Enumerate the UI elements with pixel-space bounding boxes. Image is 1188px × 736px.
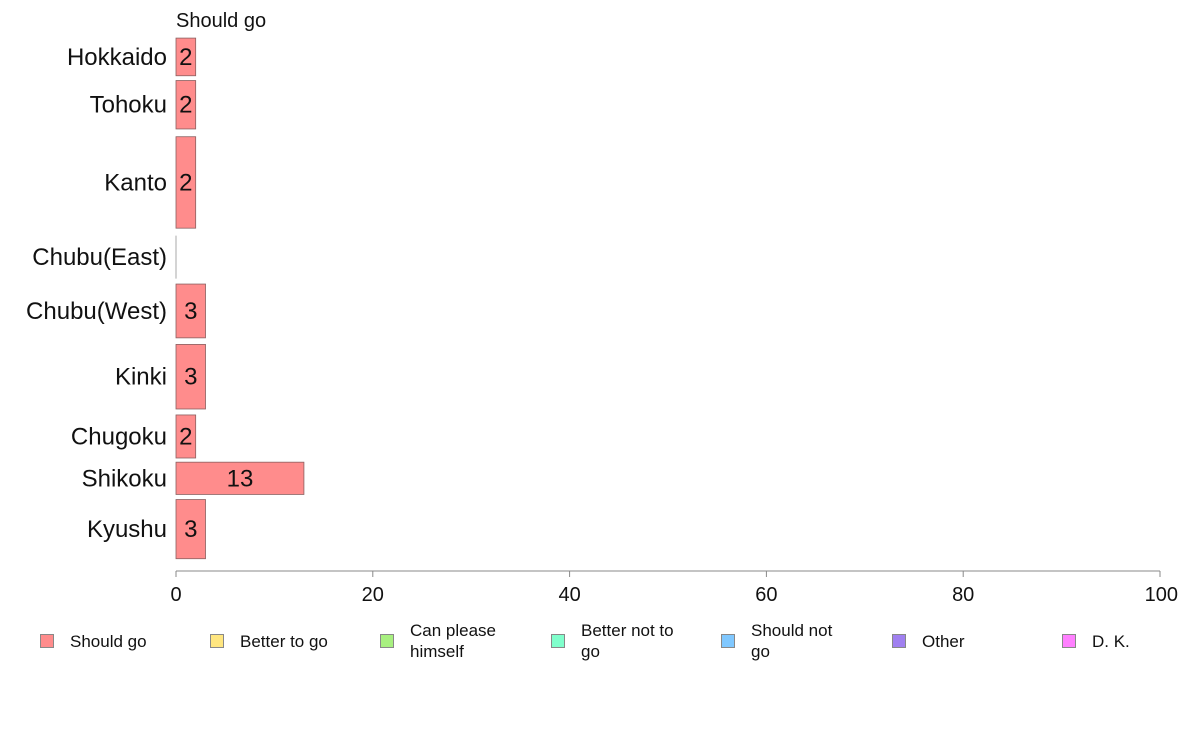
value-label: 3 bbox=[184, 298, 197, 325]
legend-swatch bbox=[40, 634, 54, 648]
x-tick-label: 40 bbox=[558, 584, 580, 606]
legend-label: Should go bbox=[70, 631, 147, 651]
legend-swatch bbox=[721, 634, 735, 648]
legend-item: Other bbox=[892, 618, 1022, 664]
legend-swatch bbox=[1062, 634, 1076, 648]
bar bbox=[175, 80, 197, 130]
bar bbox=[175, 37, 197, 77]
x-tick-label: 20 bbox=[362, 584, 384, 606]
bar bbox=[175, 136, 197, 229]
bar-chart: Should go Hokkaido 2 Tohoku 2 Kanto 2 Chubu(Ea… bbox=[26, 10, 1178, 606]
x-tick-label: 60 bbox=[755, 584, 777, 606]
category-label: Chubu(East) bbox=[32, 244, 167, 271]
legend-swatch bbox=[892, 634, 906, 648]
category-label: Kinki bbox=[115, 364, 167, 391]
legend-label: Should not go bbox=[751, 621, 833, 661]
category-label: Tohoku bbox=[90, 92, 167, 119]
value-label: 2 bbox=[179, 92, 192, 119]
panel-title: Should go bbox=[176, 10, 266, 32]
legend-label: Better to go bbox=[240, 631, 328, 651]
legend-label: Other bbox=[922, 631, 965, 651]
legend-label: D. K. bbox=[1092, 631, 1130, 651]
category-label: Chubu(West) bbox=[26, 298, 167, 325]
category-label: Kyushu bbox=[87, 516, 167, 543]
value-label: 2 bbox=[179, 44, 192, 71]
legend-item: Should not go bbox=[721, 618, 851, 664]
legend-swatch bbox=[551, 634, 565, 648]
legend-swatch bbox=[210, 634, 224, 648]
legend-item: Should go bbox=[40, 618, 170, 664]
x-tick-label: 100 bbox=[1145, 584, 1178, 606]
bar bbox=[175, 344, 206, 410]
value-label: 3 bbox=[184, 516, 197, 543]
bar bbox=[175, 499, 206, 560]
x-tick-label: 80 bbox=[952, 584, 974, 606]
bar bbox=[175, 283, 206, 339]
category-label: Shikoku bbox=[82, 465, 167, 492]
category-label: Hokkaido bbox=[67, 44, 167, 71]
value-label: 2 bbox=[179, 423, 192, 450]
bar bbox=[175, 461, 305, 495]
category-label: Chugoku bbox=[71, 423, 167, 450]
bar bbox=[175, 414, 197, 459]
category-label: Kanto bbox=[104, 169, 167, 196]
x-tick-label: 0 bbox=[170, 584, 181, 606]
legend-label: Better not to go bbox=[581, 621, 674, 661]
legend-item: Can please himself bbox=[380, 618, 510, 664]
value-label: 2 bbox=[179, 169, 192, 196]
value-label: 13 bbox=[227, 465, 254, 492]
legend-swatch bbox=[380, 634, 394, 648]
legend-item: Better to go bbox=[210, 618, 340, 664]
legend: Should go Better to go Can please himself B… bbox=[0, 618, 1188, 668]
legend-item: Better not to go bbox=[551, 618, 681, 664]
legend-label: Can please himself bbox=[410, 621, 497, 661]
value-label: 3 bbox=[184, 364, 197, 391]
legend-item: D. K. bbox=[1062, 618, 1188, 664]
